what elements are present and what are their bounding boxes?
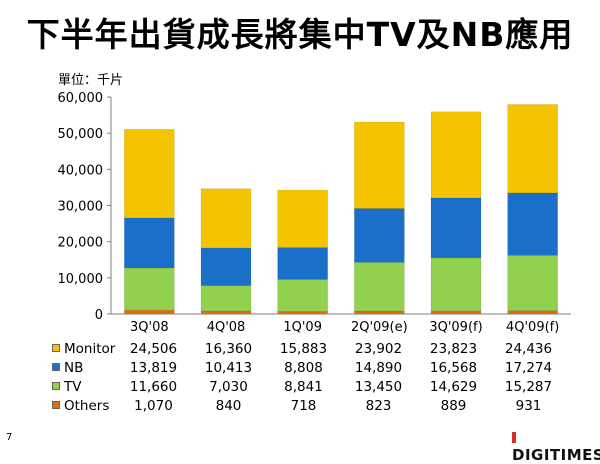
bar-segment-nb [507,192,558,256]
table-cell: 15,883 [279,340,328,357]
table-row: TV 11,660 7,030 8,841 13,450 14,629 15,287 [52,377,566,396]
table-cell: 24,506 [129,340,178,357]
table-cell: 14,629 [429,378,478,395]
unit-label: 單位：千片 [58,73,124,88]
x-tick-label: 3Q'09(f) [429,320,482,335]
table-cell: 10,413 [204,359,253,376]
bar-segment-tv [277,279,328,312]
x-tick-label: 1Q'09 [283,320,322,335]
bar-segment-nb [354,208,405,263]
table-cell: 17,274 [504,359,553,376]
table-cell: 11,660 [129,378,178,395]
x-tick-label: 4Q'08 [207,320,246,335]
table-cell: 23,823 [429,340,478,357]
y-tick-label: 60,000 [58,91,104,106]
slide-number: 7 [6,432,13,443]
bar-segment-others [507,310,558,315]
data-table: Monitor 24,506 16,360 15,883 23,902 23,823 24,… [52,339,566,415]
table-row: Others 1,070 840 718 823 889 931 [52,396,566,415]
logo-text: DIGITIMES [512,446,600,464]
bar-segment-nb [124,217,175,269]
table-cell: 16,568 [429,359,478,376]
table-row: Monitor 24,506 16,360 15,883 23,902 23,823 24,… [52,339,566,358]
table-cell: 1,070 [134,397,173,414]
table-cell: 8,808 [284,359,323,376]
y-tick-label: 50,000 [58,127,104,142]
bar-segment-tv [430,257,482,312]
table-cell: 931 [515,397,542,414]
table-cell: 823 [365,397,392,414]
bar-segment-monitor [354,121,405,209]
y-tick-label: 0 [95,308,103,323]
bar-segment-nb [277,247,328,280]
x-tick-label: 4Q'09(f) [506,320,559,335]
bar-segment-monitor [507,104,558,194]
table-cell: 23,902 [354,340,403,357]
table-cell: 13,819 [129,359,178,376]
table-cell: 718 [290,397,317,414]
x-tick-label: 2Q'09(e) [351,320,408,335]
bar-segment-monitor [200,188,252,249]
bar-segment-monitor [277,189,328,248]
bar-segment-monitor [430,111,482,199]
digitimes-logo: DIGITIMES [512,428,600,464]
legend-swatch-tv [52,381,60,390]
table-cell: 7,030 [209,378,248,395]
bar-segment-tv [354,262,405,312]
bar-segment-others [124,309,175,315]
y-tick-label: 40,000 [58,163,104,178]
legend-label-tv: TV [64,378,82,395]
legend-swatch-nb [52,362,60,371]
legend-label-monitor: Monitor [64,340,116,357]
bar-segment-monitor [124,129,175,219]
y-tick-label: 10,000 [58,272,104,287]
table-cell: 24,436 [504,340,553,357]
y-tick-label: 20,000 [58,236,104,251]
bar-segment-tv [124,267,175,311]
y-tick-label: 30,000 [58,200,104,215]
table-cell: 15,287 [504,378,553,395]
stacked-bar-chart: 0 10,000 20,000 30,000 40,000 50,000 60,000 3Q'… [58,91,571,335]
legend-label-others: Others [64,397,110,414]
logo-mark-icon [512,432,520,443]
table-cell: 16,360 [204,340,253,357]
table-row: NB 13,819 10,413 8,808 14,890 16,568 17,274 [52,358,566,377]
legend-swatch-monitor [52,343,60,352]
bar-segment-tv [507,255,558,311]
bar-segment-tv [200,285,252,312]
page-title: 下半年出貨成長將集中TV及NB應用 [26,15,574,54]
legend-label-nb: NB [64,359,84,376]
x-tick-label: 3Q'08 [130,320,169,335]
bar-segment-nb [430,197,482,259]
table-cell: 13,450 [354,378,403,395]
legend-swatch-others [52,400,60,409]
table-cell: 14,890 [354,359,403,376]
table-cell: 889 [440,397,467,414]
bar-segment-nb [200,247,252,286]
table-cell: 8,841 [284,378,323,395]
table-cell: 840 [215,397,242,414]
